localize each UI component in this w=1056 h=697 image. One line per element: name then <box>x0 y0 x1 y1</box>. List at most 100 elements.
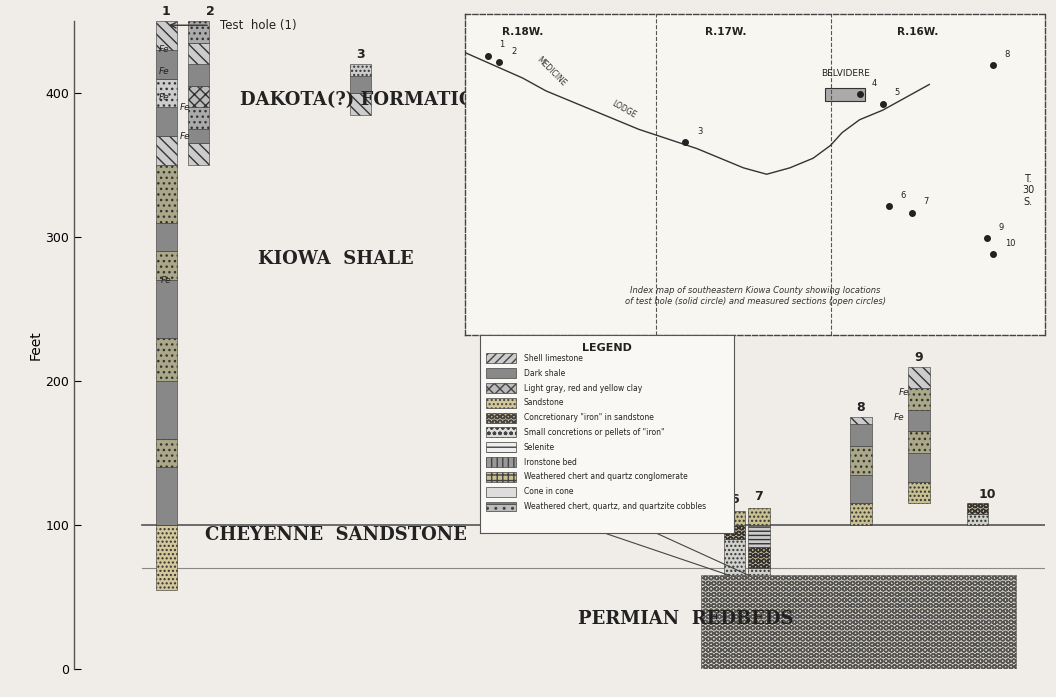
Text: 2: 2 <box>511 47 516 56</box>
Bar <box>748 546 770 568</box>
Bar <box>155 280 177 338</box>
Bar <box>850 446 871 475</box>
Bar <box>188 107 209 129</box>
Text: 2: 2 <box>206 5 214 18</box>
Bar <box>155 222 177 252</box>
Bar <box>486 413 516 422</box>
Bar <box>825 88 866 100</box>
Bar <box>748 525 770 546</box>
Text: 6: 6 <box>731 493 739 506</box>
Bar <box>188 86 209 107</box>
Text: Weathered chert, quartz, and quartzite cobbles: Weathered chert, quartz, and quartzite c… <box>524 502 705 511</box>
Text: Fe: Fe <box>598 427 608 436</box>
Bar <box>155 21 177 49</box>
Bar <box>155 468 177 525</box>
Bar <box>583 468 604 515</box>
Bar <box>583 446 604 468</box>
Bar <box>350 76 372 93</box>
Text: Ironstone bed: Ironstone bed <box>524 457 577 466</box>
Bar <box>612 417 634 446</box>
Bar <box>155 165 177 222</box>
Bar <box>908 453 930 482</box>
Bar <box>966 503 988 514</box>
Bar <box>723 525 746 539</box>
Text: 4: 4 <box>589 322 598 335</box>
Text: Weathered chert and quartz conglomerate: Weathered chert and quartz conglomerate <box>524 473 687 482</box>
Text: Fe: Fe <box>158 67 169 76</box>
Bar <box>723 511 746 525</box>
Bar <box>700 576 1016 669</box>
Bar <box>188 129 209 144</box>
Text: 3: 3 <box>697 127 702 136</box>
Bar <box>155 438 177 468</box>
Bar <box>486 398 516 408</box>
Bar <box>723 539 746 576</box>
Text: Fe: Fe <box>180 132 190 141</box>
Text: 7: 7 <box>923 197 929 206</box>
Text: 9: 9 <box>914 351 923 364</box>
Text: Fe: Fe <box>180 103 190 112</box>
Bar <box>612 395 634 417</box>
Bar <box>155 252 177 280</box>
Text: CHEYENNE  SANDSTONE: CHEYENNE SANDSTONE <box>205 526 467 544</box>
Bar <box>486 502 516 512</box>
Bar <box>155 525 177 590</box>
Text: Fe: Fe <box>161 276 171 284</box>
Bar <box>188 64 209 86</box>
Text: 7: 7 <box>754 491 763 503</box>
Text: Small concretions or pellets of "iron": Small concretions or pellets of "iron" <box>524 428 664 437</box>
Text: Fe: Fe <box>158 45 169 54</box>
Bar <box>748 508 770 525</box>
Bar <box>908 388 930 410</box>
Text: Fe: Fe <box>158 93 169 102</box>
Bar <box>908 367 930 388</box>
Text: Dark shale: Dark shale <box>524 369 565 378</box>
Text: 5: 5 <box>623 365 633 378</box>
Text: 8: 8 <box>856 401 865 414</box>
Bar <box>486 427 516 438</box>
Text: PERMIAN  REDBEDS: PERMIAN REDBEDS <box>579 610 794 628</box>
Text: R.17W.: R.17W. <box>705 26 747 37</box>
Text: 5: 5 <box>894 89 900 98</box>
Bar <box>612 475 634 503</box>
Text: 6: 6 <box>900 191 906 200</box>
Text: 1: 1 <box>162 5 171 18</box>
Bar <box>583 424 604 446</box>
Bar <box>583 515 604 530</box>
Bar <box>486 472 516 482</box>
Text: T.
30
S.: T. 30 S. <box>1022 174 1034 207</box>
Bar <box>350 64 372 76</box>
Text: KIOWA  SHALE: KIOWA SHALE <box>259 250 414 268</box>
Bar <box>486 383 516 393</box>
Text: Fe: Fe <box>899 388 909 397</box>
Bar <box>748 568 770 590</box>
Y-axis label: Feet: Feet <box>29 330 42 360</box>
Bar <box>583 360 604 381</box>
Text: Shell limestone: Shell limestone <box>524 354 583 363</box>
Text: BELVIDERE: BELVIDERE <box>821 69 869 78</box>
Bar <box>908 410 930 431</box>
Text: Test  hole (1): Test hole (1) <box>220 19 297 32</box>
Bar <box>908 431 930 453</box>
Bar <box>612 503 634 518</box>
Bar <box>188 21 209 43</box>
Text: LEGEND: LEGEND <box>582 342 633 353</box>
Bar <box>155 136 177 165</box>
Bar <box>155 107 177 136</box>
Text: Index map of southeastern Kiowa County showing locations
of test hole (solid cir: Index map of southeastern Kiowa County s… <box>624 286 886 306</box>
Text: Concretionary "iron" in sandstone: Concretionary "iron" in sandstone <box>524 413 654 422</box>
Text: Light gray, red and yellow clay: Light gray, red and yellow clay <box>524 383 642 392</box>
Bar <box>908 482 930 503</box>
Bar <box>155 79 177 107</box>
Text: 4: 4 <box>871 79 876 88</box>
Text: 10: 10 <box>979 488 996 500</box>
Bar <box>583 403 604 424</box>
Bar <box>188 144 209 165</box>
Text: LODGE: LODGE <box>610 99 637 120</box>
Bar <box>850 417 871 424</box>
Bar <box>583 381 604 403</box>
Bar <box>486 457 516 467</box>
Text: R.18W.: R.18W. <box>502 26 544 37</box>
Bar <box>155 338 177 381</box>
Text: 1: 1 <box>499 40 505 49</box>
